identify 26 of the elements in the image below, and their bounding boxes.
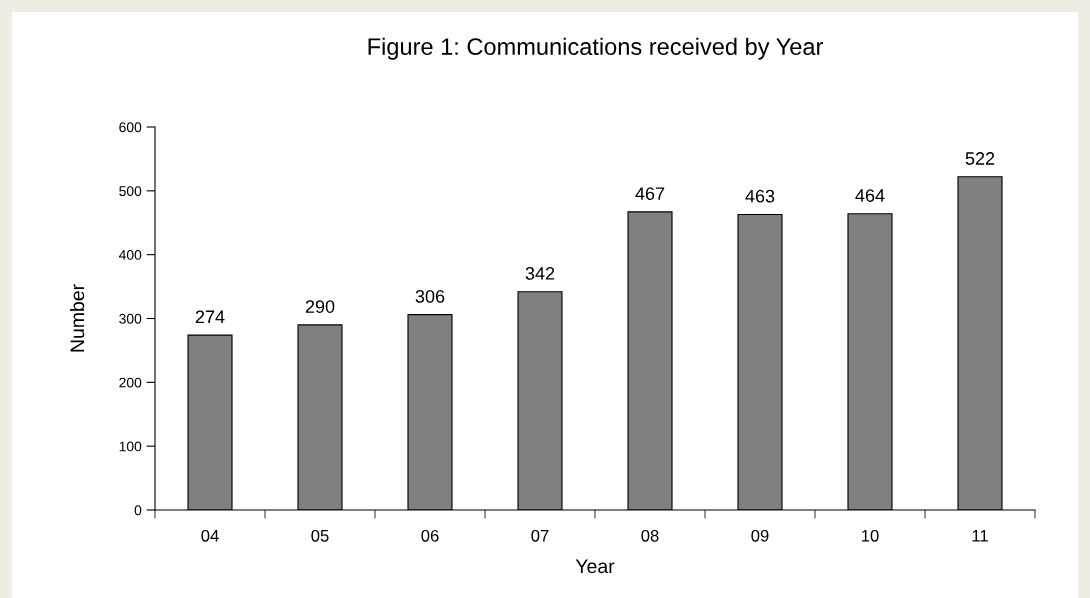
x-axis-title: Year (575, 559, 615, 574)
data-label: 522 (965, 152, 995, 165)
x-tick-label: 07 (531, 529, 549, 542)
x-tick-label: 08 (641, 529, 659, 542)
data-label: 306 (415, 289, 445, 303)
data-label: 467 (635, 187, 665, 200)
y-tick-label: 600 (119, 122, 142, 133)
y-tick-label: 300 (119, 313, 142, 324)
data-label: 290 (305, 300, 335, 313)
x-tick-label: 09 (751, 529, 769, 542)
data-label: 342 (525, 267, 555, 280)
data-label: 463 (745, 189, 775, 203)
x-tick-label: 04 (201, 529, 219, 542)
x-tick-label: 11 (972, 530, 988, 542)
data-label: 274 (195, 310, 225, 324)
x-tick-label: 10 (862, 529, 879, 542)
y-tick-label: 100 (119, 441, 142, 452)
data-label: 464 (855, 189, 885, 202)
y-tick-label: 200 (119, 377, 142, 388)
y-axis-title: Number (69, 284, 85, 352)
chart-title: Figure 1: Communications received by Year (368, 37, 823, 60)
y-tick-label: 400 (118, 250, 142, 260)
x-tick-label: 06 (421, 529, 439, 542)
y-tick-label: 500 (119, 186, 142, 196)
y-tick-label: 0 (134, 505, 142, 516)
x-tick-label: 05 (311, 529, 329, 542)
